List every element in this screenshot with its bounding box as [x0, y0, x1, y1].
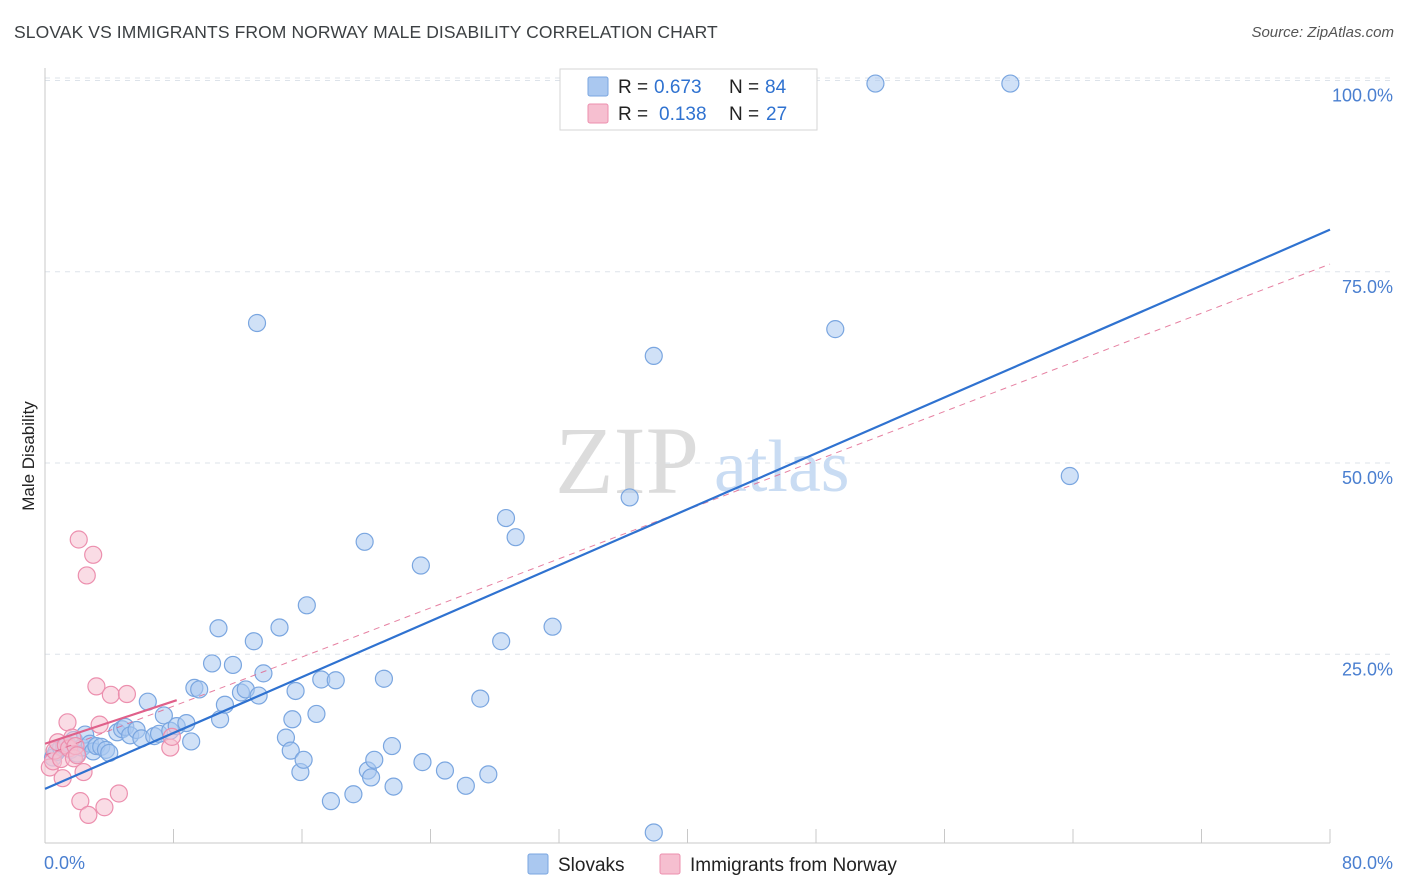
watermark-atlas: atlas — [714, 426, 850, 508]
slovaks-point-60 — [374, 669, 394, 688]
chart-title: SLOVAK VS IMMIGRANTS FROM NORWAY MALE DI… — [14, 22, 718, 42]
legend-r-label-1: R = — [618, 77, 648, 98]
norway-point-16 — [77, 566, 96, 585]
slovaks-point-75 — [644, 346, 663, 365]
norway-point-24 — [117, 684, 137, 704]
slovaks-point-50 — [297, 596, 316, 615]
legend-r-value-2: 0.138 — [659, 104, 707, 125]
slovaks-point-29 — [182, 732, 201, 751]
slovaks-point-79 — [1060, 466, 1079, 486]
norway-point-13 — [69, 530, 88, 549]
slovaks-point-36 — [223, 655, 243, 675]
slovaks-point-53 — [321, 792, 341, 811]
slovaks-point-76 — [826, 320, 845, 339]
slovaks-point-66 — [456, 776, 475, 795]
legend-r-label-2: R = — [618, 104, 648, 125]
norway-point-14 — [71, 792, 90, 811]
slovaks-point-67 — [471, 689, 490, 708]
norway-point-19 — [87, 677, 106, 696]
norway-point-22 — [101, 685, 120, 704]
slovaks-point-31 — [190, 680, 209, 699]
slovaks-point-73 — [620, 488, 639, 507]
y-tick-label-50: 50.0% — [1342, 468, 1393, 488]
legend-n-value-2: 27 — [766, 104, 787, 125]
bottom-legend-swatch-norway — [659, 853, 681, 875]
slovaks-point-71 — [506, 528, 525, 547]
y-tick-label-75: 75.0% — [1342, 277, 1393, 297]
slovaks-point-61 — [382, 736, 402, 756]
slovaks-point-49 — [294, 750, 313, 769]
norway-point-18 — [84, 545, 103, 564]
y-tick-label-25: 25.0% — [1342, 659, 1393, 679]
x-tick-label-left: 0.0% — [44, 853, 85, 873]
slovaks-point-56 — [355, 532, 374, 551]
source-credit: Source: ZipAtlas.com — [1251, 24, 1394, 41]
y-axis-title: Male Disability — [19, 401, 38, 511]
y-tick-label-100: 100.0% — [1332, 86, 1393, 106]
bottom-legend-swatch-slovaks — [527, 853, 549, 875]
slovaks-point-33 — [209, 619, 228, 638]
legend-n-value-1: 84 — [765, 77, 787, 98]
norway-point-21 — [95, 798, 114, 817]
slovaks-point-43 — [270, 618, 289, 637]
grid-lines — [45, 77, 1392, 655]
legend-n-label-2: N = — [729, 104, 759, 125]
norway-point-23 — [109, 784, 128, 803]
slovaks-point-62 — [384, 777, 403, 796]
norway-points — [40, 530, 181, 825]
norway-point-12 — [68, 746, 87, 765]
norway-trend-line — [44, 699, 178, 745]
norway-point-7 — [58, 713, 77, 732]
slovaks-point-74 — [644, 823, 663, 842]
x-tick-label-right: 80.0% — [1342, 853, 1393, 873]
legend-swatch-norway — [587, 103, 609, 124]
axes — [44, 68, 1331, 844]
series-legend: Slovaks Immigrants from Norway — [527, 853, 897, 876]
slovaks-point-72 — [543, 617, 562, 636]
bottom-legend-label-slovaks: Slovaks — [558, 855, 625, 876]
slovaks-point-45 — [281, 741, 300, 760]
slovaks-point-39 — [244, 632, 263, 651]
slovaks-point-47 — [286, 681, 305, 701]
bottom-legend-label-norway: Immigrants from Norway — [690, 855, 897, 876]
slovaks-point-54 — [326, 671, 345, 690]
slovaks-trend-line — [44, 228, 1331, 790]
y-tick-labels: 25.0% 50.0% 75.0% 100.0% — [1332, 86, 1393, 680]
legend-swatch-slovaks — [587, 76, 609, 97]
slovaks-point-58 — [361, 768, 381, 787]
legend-r-value-1: 0.673 — [654, 77, 702, 98]
slovaks-point-42 — [254, 664, 273, 683]
slovaks-point-63 — [411, 556, 430, 575]
slovaks-point-46 — [283, 710, 302, 729]
slovaks-point-32 — [202, 654, 222, 673]
slovaks-point-59 — [365, 750, 384, 769]
slovaks-point-69 — [492, 632, 511, 651]
watermark: ZIP atlas — [555, 407, 850, 514]
slovaks-point-78 — [1001, 74, 1020, 93]
slovaks-point-65 — [435, 761, 455, 780]
slovaks-point-77 — [866, 74, 885, 93]
slovaks-point-64 — [413, 753, 432, 772]
norway-point-17 — [79, 805, 98, 825]
slovaks-point-55 — [344, 785, 363, 804]
slovaks-point-70 — [496, 508, 516, 528]
slovaks-point-68 — [479, 765, 498, 784]
legend-n-label-1: N = — [729, 77, 759, 98]
slovaks-point-40 — [247, 313, 267, 333]
stats-legend: R = 0.673 N = 84 R = 0.138 N = 27 — [559, 68, 818, 131]
trend-lines — [44, 228, 1331, 790]
slovaks-point-51 — [307, 704, 326, 724]
